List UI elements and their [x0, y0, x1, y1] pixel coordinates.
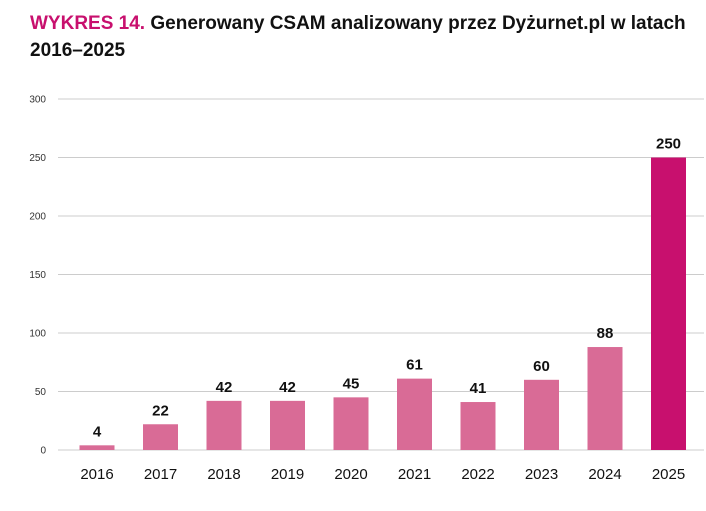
y-tick-label: 100	[29, 329, 46, 340]
y-tick-label: 150	[29, 270, 46, 281]
data-label: 41	[470, 380, 487, 397]
data-label: 42	[216, 379, 233, 396]
x-tick-label: 2019	[271, 466, 304, 483]
x-tick-label: 2016	[80, 466, 113, 483]
bar-2025	[651, 157, 686, 450]
y-tick-label: 250	[29, 153, 46, 164]
x-tick-label: 2023	[525, 466, 558, 483]
y-tick-label: 50	[35, 387, 47, 398]
y-tick-label: 200	[29, 212, 46, 223]
data-label: 250	[656, 136, 681, 153]
bars	[79, 157, 686, 450]
data-label: 4	[93, 423, 102, 440]
bar-2017	[143, 424, 178, 450]
bar-2021	[397, 378, 432, 450]
y-tick-label: 300	[29, 95, 46, 106]
bar-2022	[460, 402, 496, 450]
data-label: 61	[406, 357, 423, 374]
y-axis: 0 50 100 150 200 250 300	[29, 95, 46, 457]
chart-title-text: Generowany CSAM analizowany przez Dyżurn…	[30, 13, 686, 61]
data-label: 45	[343, 375, 360, 392]
bar-2023	[524, 379, 559, 450]
bar-2024	[587, 347, 623, 450]
x-tick-label: 2020	[334, 466, 367, 483]
chart-title: WYKRES 14. Generowany CSAM analizowany p…	[30, 10, 690, 64]
y-tick-label: 0	[40, 446, 46, 457]
x-tick-label: 2025	[652, 466, 685, 483]
x-tick-label: 2024	[588, 466, 621, 483]
chart-title-prefix: WYKRES 14.	[30, 13, 146, 34]
data-label: 42	[279, 379, 296, 396]
data-label: 22	[152, 402, 169, 419]
x-tick-label: 2017	[144, 466, 177, 483]
x-tick-label: 2022	[461, 466, 494, 483]
x-tick-label: 2021	[398, 466, 431, 483]
bar-2019	[270, 400, 305, 450]
x-tick-label: 2018	[207, 466, 240, 483]
bar-2020	[333, 397, 369, 450]
data-labels: 4 22 42 42 45 61 41 60 88 250	[93, 136, 681, 441]
bar-2018	[206, 400, 242, 450]
x-axis: 2016 2017 2018 2019 2020 2021 2022 2023 2024 2025	[80, 466, 685, 483]
bar-2016	[79, 445, 115, 450]
data-label: 88	[597, 325, 614, 342]
data-label: 60	[533, 358, 550, 375]
